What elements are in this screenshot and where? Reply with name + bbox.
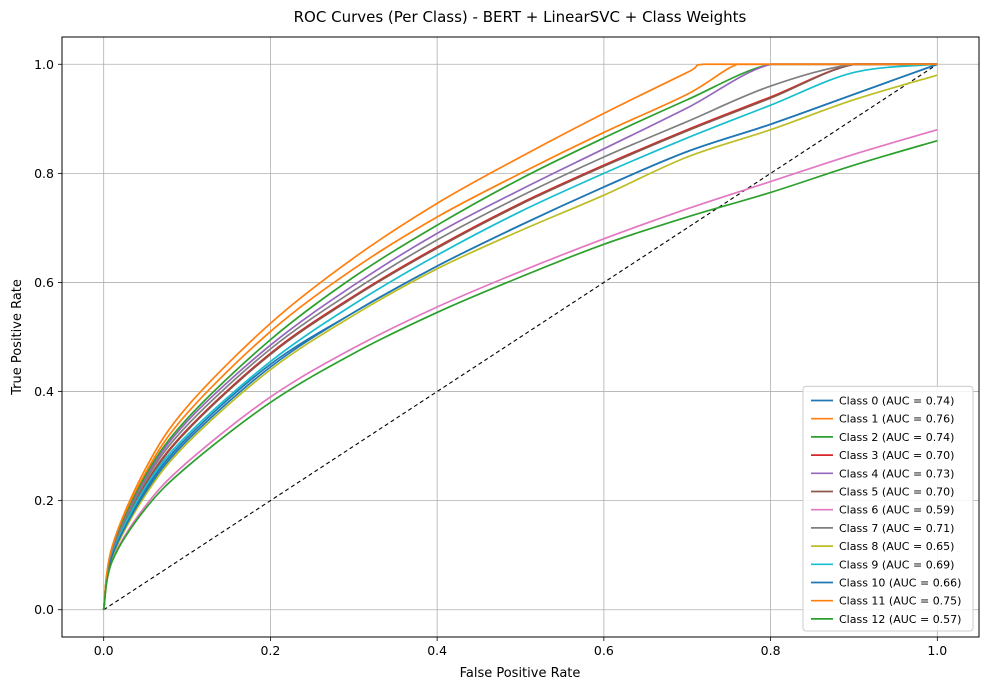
x-tick-label: 1.0 [927, 643, 947, 658]
legend-entry-label: Class 4 (AUC = 0.73) [839, 467, 954, 480]
roc-curve-class-10 [102, 63, 938, 610]
roc-curve-class-8 [102, 74, 938, 610]
legend-entry-label: Class 8 (AUC = 0.65) [839, 540, 954, 553]
series-layer [102, 63, 938, 610]
legend-entry-label: Class 6 (AUC = 0.59) [839, 504, 954, 517]
legend: Class 0 (AUC = 0.74) Class 1 (AUC = 0.76)… [802, 385, 974, 632]
y-tick-label: 0.4 [34, 384, 54, 399]
legend-entry-label: Class 9 (AUC = 0.69) [839, 558, 954, 571]
roc-curve-class-6 [102, 128, 938, 610]
legend-entry-label: Class 7 (AUC = 0.71) [839, 522, 954, 535]
legend-entry-label: Class 2 (AUC = 0.74) [839, 431, 954, 444]
y-tick-label: 1.0 [34, 57, 54, 72]
roc-curve-class-7 [102, 63, 938, 610]
legend-entry-label: Class 0 (AUC = 0.74) [839, 395, 954, 408]
x-tick-label: 0.2 [260, 643, 280, 658]
y-axis-label: True Positive Rate [10, 279, 25, 396]
diagonal-layer [103, 63, 938, 611]
roc-curve-class-5 [102, 63, 938, 610]
y-tick-label: 0.2 [34, 493, 54, 508]
y-tick-label: 0.8 [34, 166, 54, 181]
roc-curve-class-9 [102, 63, 938, 610]
roc-curve-class-12 [102, 139, 938, 610]
x-tick-label: 0.8 [761, 643, 781, 658]
legend-entry-label: Class 1 (AUC = 0.76) [839, 413, 954, 426]
chance-diagonal-line [103, 63, 938, 611]
y-tick-label: 0.6 [34, 275, 54, 290]
legend-entry-label: Class 12 (AUC = 0.57) [839, 613, 961, 626]
x-tick-label: 0.4 [427, 643, 447, 658]
y-tick-label: 0.0 [34, 602, 54, 617]
roc-curve-class-11 [102, 63, 938, 610]
legend-entry-label: Class 11 (AUC = 0.75) [839, 595, 961, 608]
legend-entry-label: Class 10 (AUC = 0.66) [839, 577, 961, 590]
x-tick-label: 0.0 [94, 643, 114, 658]
chart-title: ROC Curves (Per Class) - BERT + LinearSV… [294, 8, 747, 26]
tick-layer: 0.0 0.2 0.4 0.6 0.8 1.0 0.0 0.2 0.4 0.6 0.8 1.0 [34, 57, 947, 658]
x-axis-label: False Positive Rate [460, 666, 581, 681]
legend-entry-label: Class 3 (AUC = 0.70) [839, 449, 954, 462]
plot-frame [61, 36, 980, 638]
legend-entry-label: Class 5 (AUC = 0.70) [839, 486, 954, 499]
legend-box [802, 385, 974, 632]
x-tick-label: 0.6 [594, 643, 614, 658]
